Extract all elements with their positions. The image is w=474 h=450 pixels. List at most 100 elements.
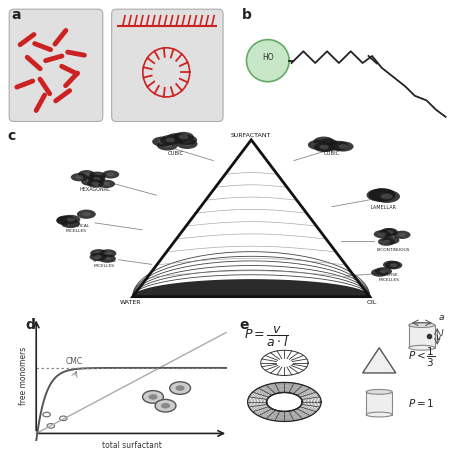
Circle shape [387, 238, 395, 242]
Circle shape [176, 135, 197, 145]
Circle shape [313, 136, 334, 147]
Circle shape [376, 192, 388, 198]
Text: SPHERICAL
MICELLES: SPHERICAL MICELLES [92, 259, 116, 268]
Circle shape [376, 271, 383, 274]
Circle shape [100, 249, 117, 257]
Circle shape [175, 385, 185, 391]
Circle shape [385, 261, 402, 270]
Circle shape [78, 170, 95, 178]
Circle shape [319, 145, 329, 149]
Circle shape [56, 216, 75, 225]
Circle shape [103, 257, 111, 261]
Circle shape [75, 176, 83, 179]
Circle shape [388, 263, 395, 266]
Circle shape [166, 138, 175, 142]
Circle shape [375, 267, 392, 275]
Circle shape [378, 238, 395, 246]
Polygon shape [363, 348, 396, 373]
Circle shape [384, 231, 392, 234]
Circle shape [107, 172, 115, 176]
Circle shape [148, 394, 157, 400]
Circle shape [316, 141, 337, 152]
Text: CUBIC: CUBIC [167, 151, 183, 156]
Text: b: b [242, 8, 252, 22]
Circle shape [383, 240, 390, 243]
Text: $P = 1$: $P = 1$ [408, 397, 434, 409]
Circle shape [385, 230, 393, 234]
Circle shape [88, 175, 105, 183]
Text: a: a [11, 8, 21, 22]
Circle shape [369, 188, 396, 201]
Text: CYLINDRICAL
MICELLES: CYLINDRICAL MICELLES [62, 225, 90, 233]
Ellipse shape [366, 389, 392, 394]
Circle shape [82, 172, 91, 176]
Circle shape [61, 219, 80, 228]
Circle shape [88, 175, 105, 183]
Circle shape [93, 174, 101, 178]
Circle shape [333, 144, 342, 148]
Circle shape [86, 180, 93, 184]
Circle shape [98, 180, 115, 188]
Text: a: a [438, 313, 444, 322]
Circle shape [87, 179, 104, 188]
Circle shape [266, 392, 302, 411]
Circle shape [161, 403, 170, 409]
Text: CUBIC: CUBIC [324, 151, 340, 156]
Circle shape [323, 141, 333, 146]
Circle shape [155, 400, 176, 412]
Circle shape [319, 140, 328, 144]
Circle shape [102, 170, 119, 179]
Circle shape [81, 177, 98, 186]
FancyBboxPatch shape [112, 9, 223, 122]
Text: HEXAGONAL: HEXAGONAL [79, 187, 110, 192]
Circle shape [157, 140, 178, 151]
Circle shape [99, 255, 116, 263]
Ellipse shape [409, 323, 435, 328]
Circle shape [182, 138, 191, 142]
Ellipse shape [366, 412, 392, 417]
Circle shape [89, 171, 106, 180]
Text: WATER: WATER [119, 300, 141, 305]
Text: INVERSE
MICELLES: INVERSE MICELLES [378, 273, 399, 282]
Text: total surfactant: total surfactant [102, 441, 162, 450]
Circle shape [371, 269, 388, 277]
Circle shape [390, 263, 398, 267]
Circle shape [322, 144, 331, 149]
Circle shape [380, 270, 387, 273]
Circle shape [381, 228, 398, 236]
Circle shape [77, 210, 96, 219]
Circle shape [314, 142, 335, 152]
Bar [409, 325, 435, 348]
Circle shape [383, 236, 400, 244]
Circle shape [182, 142, 192, 146]
Circle shape [66, 221, 75, 225]
Circle shape [93, 177, 100, 181]
Circle shape [374, 192, 386, 198]
Circle shape [94, 255, 102, 259]
Circle shape [179, 135, 188, 139]
Circle shape [92, 177, 100, 180]
Circle shape [308, 140, 328, 150]
Circle shape [173, 132, 194, 142]
Circle shape [90, 253, 107, 261]
Text: l: l [440, 329, 443, 338]
Circle shape [166, 133, 187, 143]
FancyBboxPatch shape [9, 9, 103, 122]
Text: $P < \dfrac{1}{3}$: $P < \dfrac{1}{3}$ [408, 346, 435, 369]
Circle shape [327, 141, 348, 151]
Circle shape [379, 228, 396, 237]
Circle shape [376, 192, 388, 198]
Circle shape [91, 182, 99, 185]
Circle shape [374, 190, 400, 203]
Circle shape [177, 139, 198, 149]
Circle shape [366, 189, 393, 202]
Circle shape [378, 232, 386, 236]
Text: $P = \dfrac{v}{a \cdot l}$: $P = \dfrac{v}{a \cdot l}$ [244, 324, 289, 349]
Circle shape [90, 249, 107, 257]
Circle shape [143, 391, 164, 403]
Circle shape [318, 139, 338, 149]
Text: SURFACTANT: SURFACTANT [231, 133, 272, 138]
Circle shape [381, 194, 392, 199]
Circle shape [369, 189, 395, 202]
Text: d: d [26, 318, 36, 332]
